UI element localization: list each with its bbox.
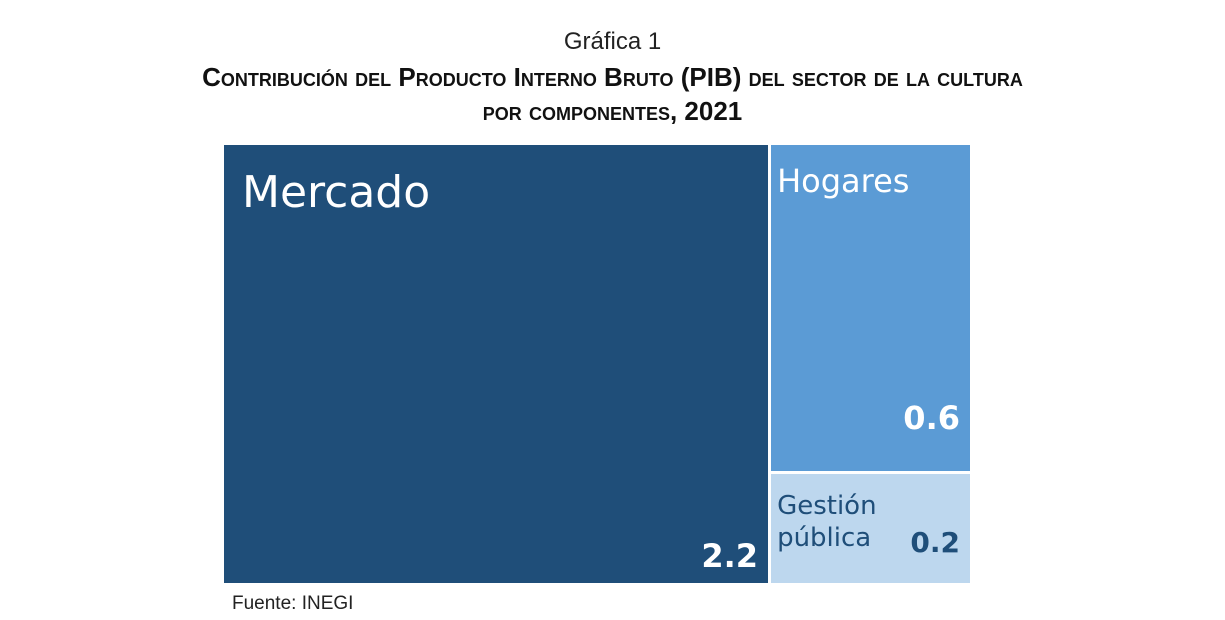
category-label: Gestión pública bbox=[777, 490, 877, 554]
category-label: Hogares bbox=[777, 162, 910, 200]
category-label: Mercado bbox=[242, 167, 431, 218]
chart-title: Gráfica 1 bbox=[563, 28, 662, 55]
treemap-cell: Mercado 2.2 bbox=[224, 145, 769, 583]
source-note: Fuente: INEGI bbox=[232, 593, 354, 614]
chart-subtitle: Contribución del Producto Interno Bruto … bbox=[202, 62, 1023, 126]
value-label: 0.6 bbox=[903, 398, 960, 437]
treemap: Mercado 2.2 Hogares 0.6 Gestión pública 0.2 bbox=[224, 145, 970, 583]
value-label: 2.2 bbox=[701, 537, 759, 575]
value-label: 0.2 bbox=[910, 526, 960, 559]
treemap-cell: Hogares 0.6 bbox=[771, 145, 970, 471]
treemap-cell: Gestión pública 0.2 bbox=[771, 473, 970, 583]
